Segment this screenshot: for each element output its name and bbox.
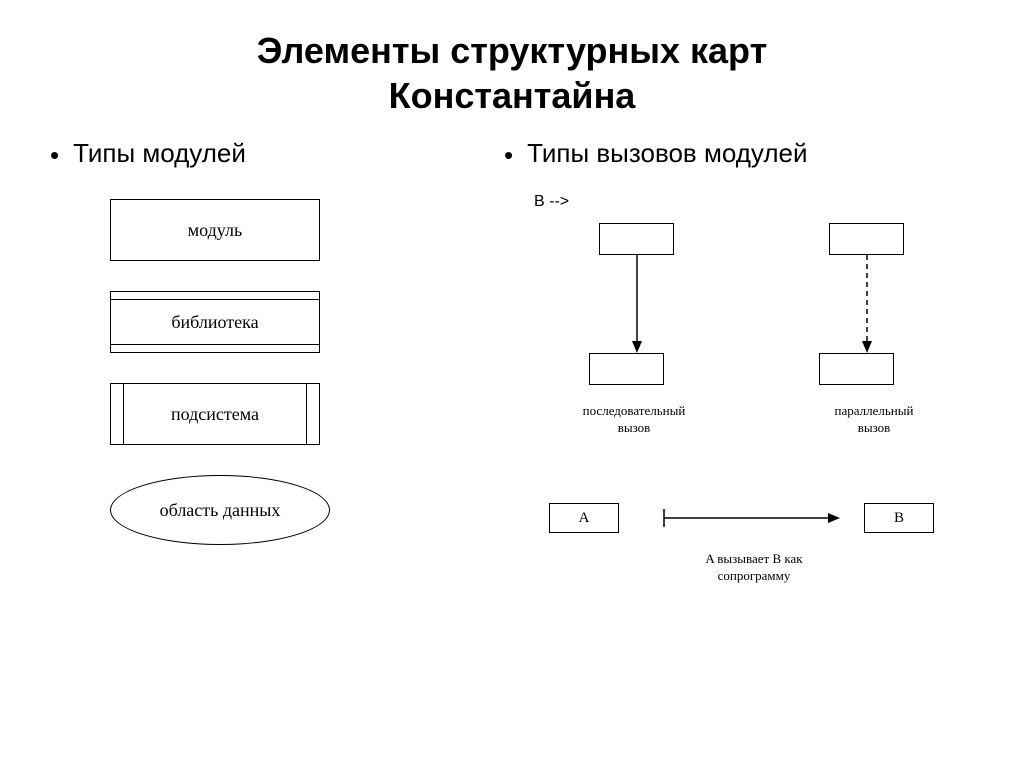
box-a-label: A [579,510,590,527]
seq-arrow-icon [630,255,644,353]
call-types-diagram: последовательный вызов параллельный вызо… [534,193,974,633]
box-b-label: B [894,510,904,527]
seq-top-box [599,223,674,255]
library-inner-line-top [111,299,319,300]
left-heading-row: • Типы модулей [50,138,484,193]
module-label: модуль [188,220,242,241]
page-title: Элементы структурных карт Константайна [0,0,1024,118]
subsystem-label: подсистема [171,404,259,425]
bullet-icon: • [50,142,59,168]
par-caption: параллельный вызов [809,403,939,437]
bullet-icon: • [504,142,513,168]
right-heading-row: • Типы вызовов модулей [504,138,974,193]
par-top-box [829,223,904,255]
right-column: • Типы вызовов модулей последовательный … [494,138,984,633]
content-columns: • Типы модулей модуль библиотека подсист… [0,118,1024,633]
subsystem-inner-line-left [123,384,124,444]
coroutine-box-b: B [864,503,934,533]
left-column: • Типы модулей модуль библиотека подсист… [40,138,494,633]
module-types-stack: модуль библиотека подсистема область дан… [110,199,484,545]
subsystem-shape: подсистема [110,383,320,445]
title-line-1: Элементы структурных карт [257,30,767,71]
library-label: библиотека [171,312,258,333]
seq-caption: последовательный вызов [564,403,704,437]
module-shape: модуль [110,199,320,261]
left-heading: Типы модулей [73,138,246,169]
right-heading: Типы вызовов модулей [527,138,807,169]
title-line-2: Константайна [389,75,636,116]
subsystem-inner-line-right [306,384,307,444]
seq-bottom-box [589,353,664,385]
coroutine-arrow-icon [662,507,842,529]
data-area-label: область данных [160,500,281,521]
coroutine-box-a: A [549,503,619,533]
par-bottom-box [819,353,894,385]
par-arrow-icon [860,255,874,353]
coroutine-caption: A вызывает B как сопрограмму [674,551,834,585]
library-shape: библиотека [110,291,320,353]
library-inner-line-bottom [111,344,319,345]
data-area-shape: область данных [110,475,330,545]
